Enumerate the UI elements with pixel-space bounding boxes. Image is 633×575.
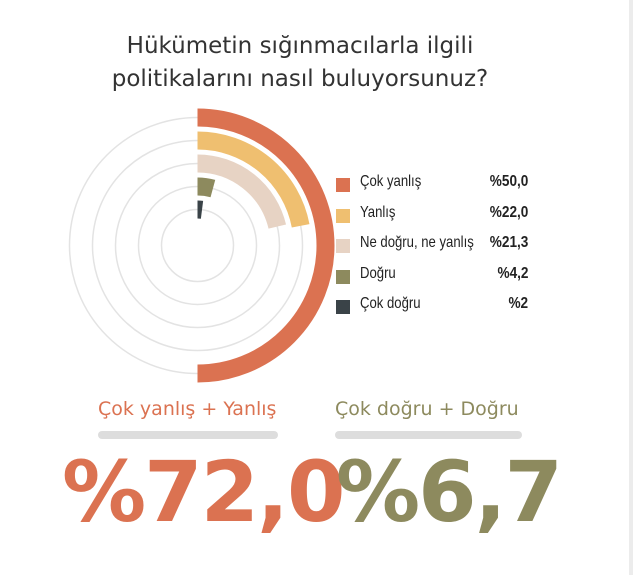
chart-bar-3 bbox=[197, 154, 287, 229]
legend-value: %21,3 bbox=[489, 234, 528, 251]
summary-left-bar bbox=[98, 431, 278, 439]
legend-label: Ne doğru, ne yanlış bbox=[360, 234, 474, 251]
legend-item-yanlis: Yanlış %22,0 bbox=[336, 201, 536, 232]
summary-left-value: %72,0 bbox=[62, 443, 345, 541]
radial-bar-chart bbox=[68, 108, 335, 383]
legend-value: %4,2 bbox=[497, 264, 528, 282]
legend-label: Çok doğru bbox=[360, 295, 421, 312]
summary-right-value: %6,7 bbox=[336, 443, 563, 541]
chart-bar-2 bbox=[197, 131, 310, 228]
legend-swatch-yanlis bbox=[336, 208, 350, 223]
legend-item-cok-yanlis: Çok yanlış %50,0 bbox=[336, 170, 536, 201]
title-line-1: Hükümetin sığınmacılarla ilgili bbox=[126, 33, 474, 59]
legend-item-ne-dogru-ne-yanlis: Ne doğru, ne yanlış %21,3 bbox=[336, 231, 536, 262]
chart-bar-1 bbox=[197, 108, 335, 383]
legend-swatch-cok-dogru bbox=[336, 300, 350, 314]
summary-right-label: Çok doğru + Doğru bbox=[335, 398, 519, 420]
chart-legend: Çok yanlış %50,0 Yanlış %22,0 Ne doğru, … bbox=[336, 170, 536, 323]
legend-item-cok-dogru: Çok doğru %2 bbox=[336, 292, 536, 323]
summary-left-label: Çok yanlış + Yanlış bbox=[98, 398, 277, 420]
summary-right-bar bbox=[335, 431, 522, 439]
chart-bar-4 bbox=[197, 177, 216, 198]
legend-item-dogru: Doğru %4,2 bbox=[336, 262, 536, 293]
legend-swatch-ne-dogru-ne-yanlis bbox=[336, 239, 350, 253]
legend-swatch-cok-yanlis bbox=[336, 178, 350, 192]
page-title: Hükümetin sığınmacılarla ilgili politika… bbox=[0, 30, 600, 96]
legend-label: Doğru bbox=[360, 264, 396, 282]
legend-value: %50,0 bbox=[489, 173, 528, 190]
legend-value: %22,0 bbox=[489, 203, 528, 221]
legend-label: Çok yanlış bbox=[360, 173, 422, 190]
chart-track-ring bbox=[160, 208, 235, 283]
legend-swatch-dogru bbox=[336, 269, 350, 284]
title-line-2: politikalarını nasıl buluyorsunuz? bbox=[111, 66, 489, 92]
right-edge-strip bbox=[629, 0, 633, 575]
legend-label: Yanlış bbox=[360, 203, 396, 221]
legend-value: %2 bbox=[508, 295, 528, 312]
